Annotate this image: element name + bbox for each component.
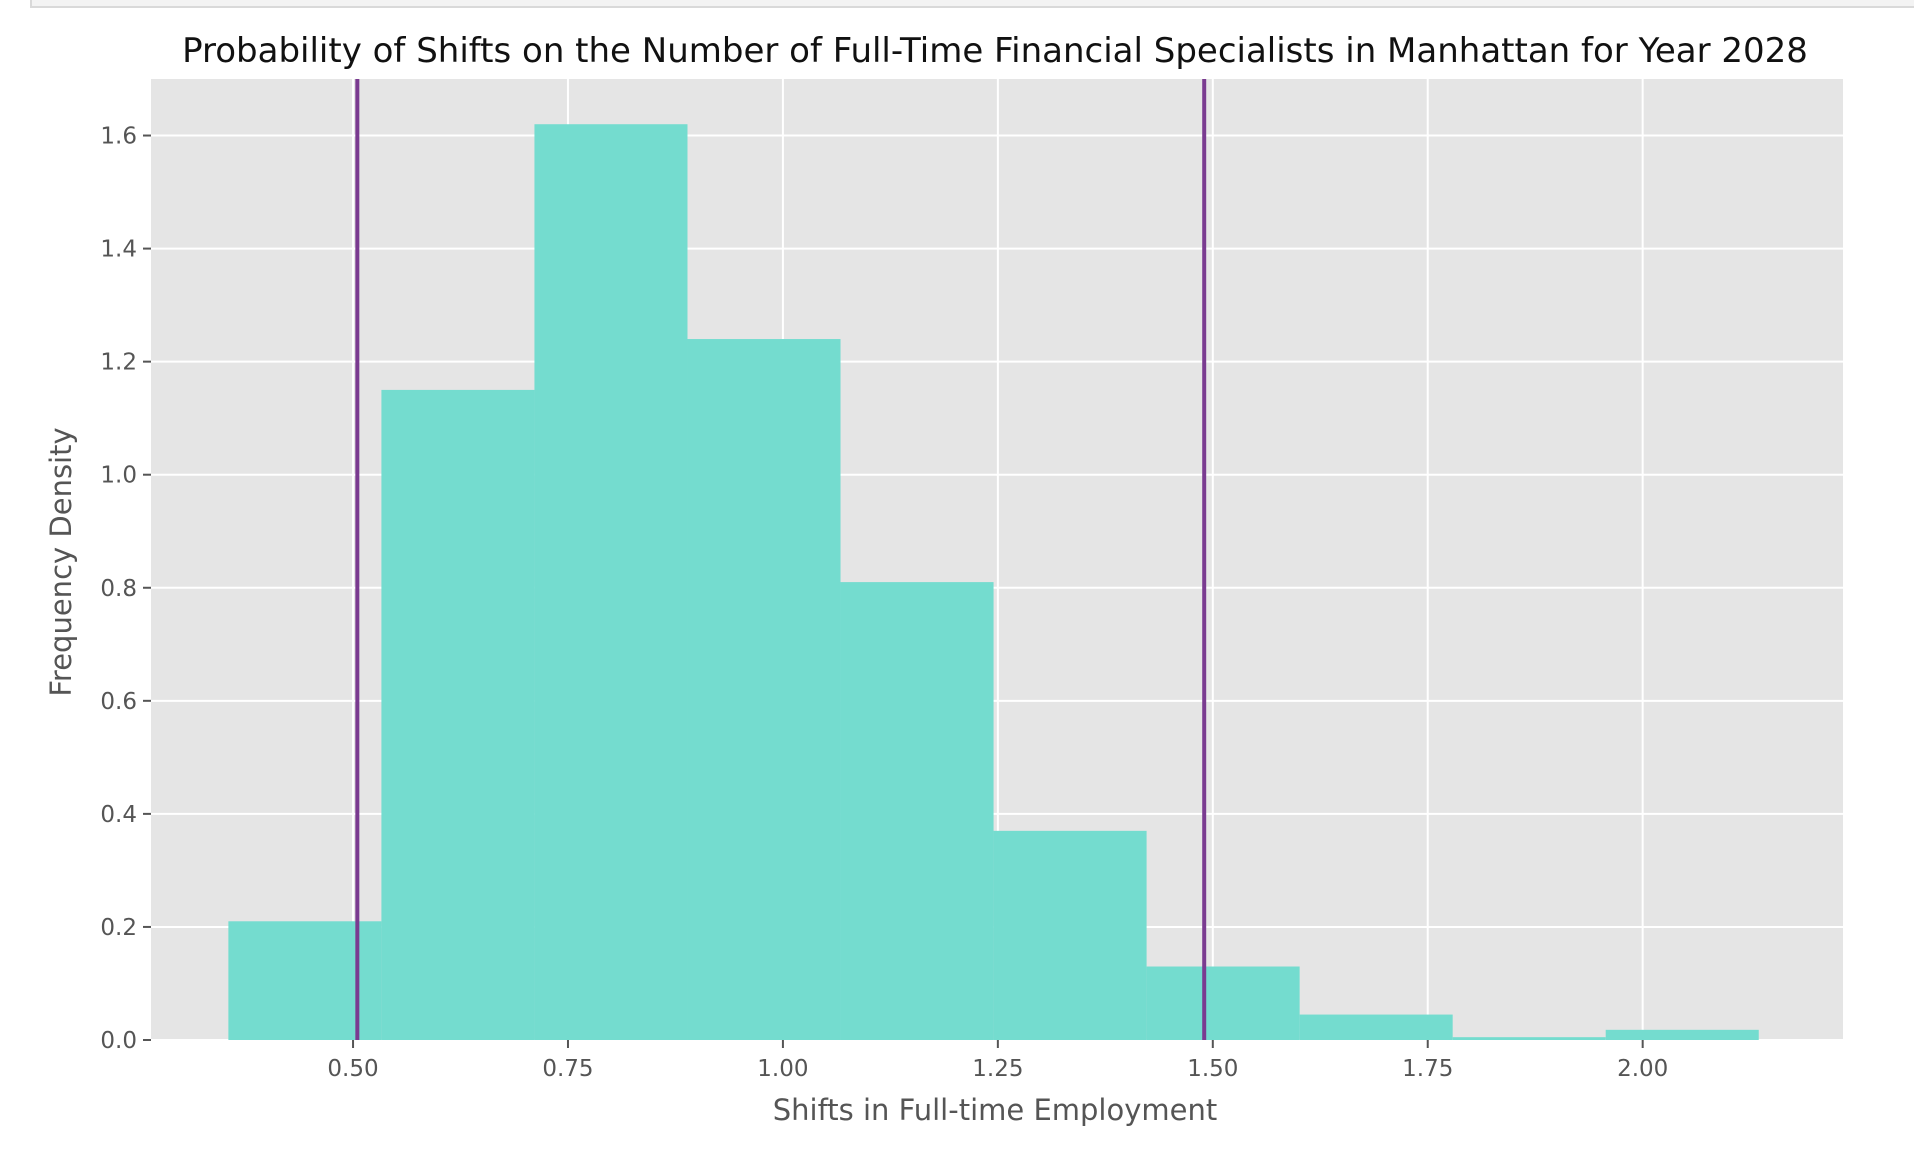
- y-tick-label: 0.0: [100, 1028, 137, 1054]
- histogram-bar: [1299, 1014, 1453, 1040]
- chart-title: Probability of Shifts on the Number of F…: [182, 31, 1808, 71]
- y-tick-label: 0.4: [100, 802, 137, 828]
- y-axis-label: Frequency Density: [44, 427, 78, 696]
- histogram-bar: [381, 389, 535, 1041]
- x-tick-label: 1.50: [1187, 1056, 1238, 1082]
- y-tick-label: 0.6: [100, 689, 137, 715]
- histogram-bar: [1146, 966, 1300, 1040]
- histogram-bar: [534, 124, 688, 1041]
- x-tick-label: 1.25: [972, 1056, 1023, 1082]
- x-tick-label: 0.50: [327, 1056, 378, 1082]
- y-tick-label: 0.8: [100, 576, 137, 602]
- histogram-bar: [687, 339, 841, 1041]
- histogram-bar: [1452, 1037, 1606, 1040]
- x-tick-label: 1.75: [1402, 1056, 1453, 1082]
- y-tick-label: 0.2: [100, 915, 137, 941]
- y-tick-label: 1.2: [100, 350, 137, 376]
- histogram-bar: [1605, 1029, 1759, 1040]
- x-tick-label: 0.75: [542, 1056, 593, 1082]
- axis-ticks: 0.50 0.75 1.00 1.25 1.50 1.75 2.00 0.0 0.2 0.4 0.6…: [100, 124, 1668, 1082]
- y-tick-label: 1.6: [100, 124, 137, 150]
- x-axis-label: Shifts in Full-time Employment: [773, 1093, 1217, 1127]
- x-tick-label: 1.00: [757, 1056, 808, 1082]
- x-tick-label: 2.00: [1617, 1056, 1668, 1082]
- reference-lines: [355, 79, 1207, 1040]
- histogram-bar: [840, 582, 994, 1040]
- histogram-bar: [993, 830, 1147, 1040]
- y-tick-label: 1.4: [100, 237, 137, 263]
- y-tick-label: 1.0: [100, 463, 137, 489]
- notebook-cell-border: [30, 0, 1914, 8]
